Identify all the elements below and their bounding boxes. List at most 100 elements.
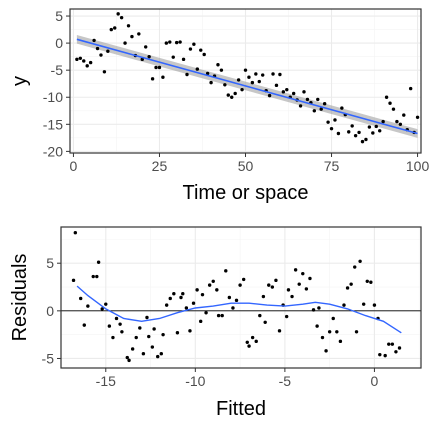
- data-point: [215, 288, 219, 292]
- data-point: [123, 41, 127, 45]
- data-point: [324, 349, 328, 353]
- data-point: [301, 271, 305, 276]
- data-point: [317, 306, 321, 310]
- data-point: [336, 131, 341, 136]
- data-point: [387, 342, 391, 346]
- smooth-line: [76, 285, 402, 334]
- data-point: [144, 45, 148, 49]
- data-point: [312, 109, 317, 113]
- data-point: [223, 83, 227, 87]
- data-point: [398, 122, 403, 127]
- data-point: [147, 54, 151, 59]
- data-point: [104, 302, 108, 306]
- data-point: [381, 119, 385, 124]
- data-point: [91, 274, 95, 279]
- data-point: [107, 324, 112, 328]
- data-point: [327, 330, 332, 334]
- data-point: [140, 57, 144, 62]
- data-point: [358, 259, 362, 263]
- data-point: [205, 71, 210, 76]
- data-point: [378, 129, 382, 133]
- data-point: [181, 57, 186, 62]
- data-point: [96, 260, 101, 264]
- data-point: [271, 72, 275, 76]
- data-point: [88, 60, 93, 65]
- data-point: [384, 95, 389, 99]
- data-point: [118, 322, 122, 326]
- data-point: [168, 40, 172, 44]
- data-point: [308, 276, 312, 281]
- data-point: [261, 294, 266, 299]
- data-point: [188, 329, 192, 333]
- data-point: [261, 73, 265, 77]
- plot-panel: [61, 227, 421, 368]
- data-point: [86, 304, 90, 308]
- data-point: [278, 72, 282, 77]
- data-point: [347, 130, 351, 134]
- data-point: [315, 324, 319, 328]
- data-point: [316, 97, 320, 102]
- data-point: [120, 330, 124, 334]
- data-point: [286, 288, 291, 292]
- data-point: [270, 285, 275, 289]
- data-point: [335, 330, 339, 334]
- data-point: [342, 303, 346, 307]
- data-point: [75, 57, 79, 62]
- y-tick-label: -5: [51, 62, 64, 78]
- data-point: [99, 53, 103, 57]
- data-point: [397, 346, 402, 350]
- data-point: [233, 91, 237, 96]
- data-point: [211, 279, 215, 284]
- data-point: [164, 303, 169, 307]
- data-point: [174, 40, 179, 45]
- data-point: [258, 313, 262, 318]
- data-point: [95, 274, 99, 279]
- data-point: [126, 24, 131, 28]
- data-point: [79, 296, 83, 301]
- data-point: [102, 70, 107, 74]
- data-point: [202, 52, 206, 57]
- data-point: [402, 113, 406, 117]
- data-point: [216, 63, 220, 67]
- data-point: [250, 335, 255, 340]
- data-point: [179, 295, 183, 300]
- data-point: [371, 131, 375, 135]
- data-point: [192, 42, 196, 46]
- data-point: [164, 41, 169, 45]
- data-point: [374, 124, 378, 129]
- y-tick-label: 5: [55, 8, 63, 24]
- data-point: [199, 48, 203, 52]
- data-point: [71, 278, 76, 283]
- data-point: [353, 133, 358, 138]
- data-point: [204, 311, 208, 315]
- data-point: [298, 104, 303, 108]
- y-tick-label: -20: [43, 143, 63, 159]
- data-point: [159, 352, 163, 356]
- data-point: [367, 125, 372, 129]
- data-point: [322, 102, 327, 106]
- data-point: [191, 301, 196, 305]
- data-point: [161, 75, 165, 79]
- x-tick-label: -5: [279, 373, 292, 389]
- data-point: [188, 47, 193, 51]
- data-point: [114, 316, 119, 321]
- data-point: [85, 64, 89, 68]
- data-point: [378, 352, 382, 357]
- data-point: [391, 107, 396, 111]
- data-point: [350, 124, 354, 128]
- data-point: [364, 137, 368, 142]
- data-point: [245, 340, 249, 344]
- data-point: [195, 67, 200, 71]
- data-point: [390, 342, 395, 346]
- data-point: [150, 345, 155, 349]
- data-point: [156, 354, 160, 359]
- data-point: [150, 77, 155, 81]
- panel-border: [60, 226, 422, 369]
- x-axis-title: Fitted: [216, 398, 266, 420]
- data-point: [220, 313, 224, 318]
- data-point: [171, 55, 175, 59]
- data-point: [285, 87, 289, 92]
- x-tick-label: 25: [152, 158, 168, 174]
- data-point: [372, 303, 377, 307]
- data-point: [277, 329, 282, 333]
